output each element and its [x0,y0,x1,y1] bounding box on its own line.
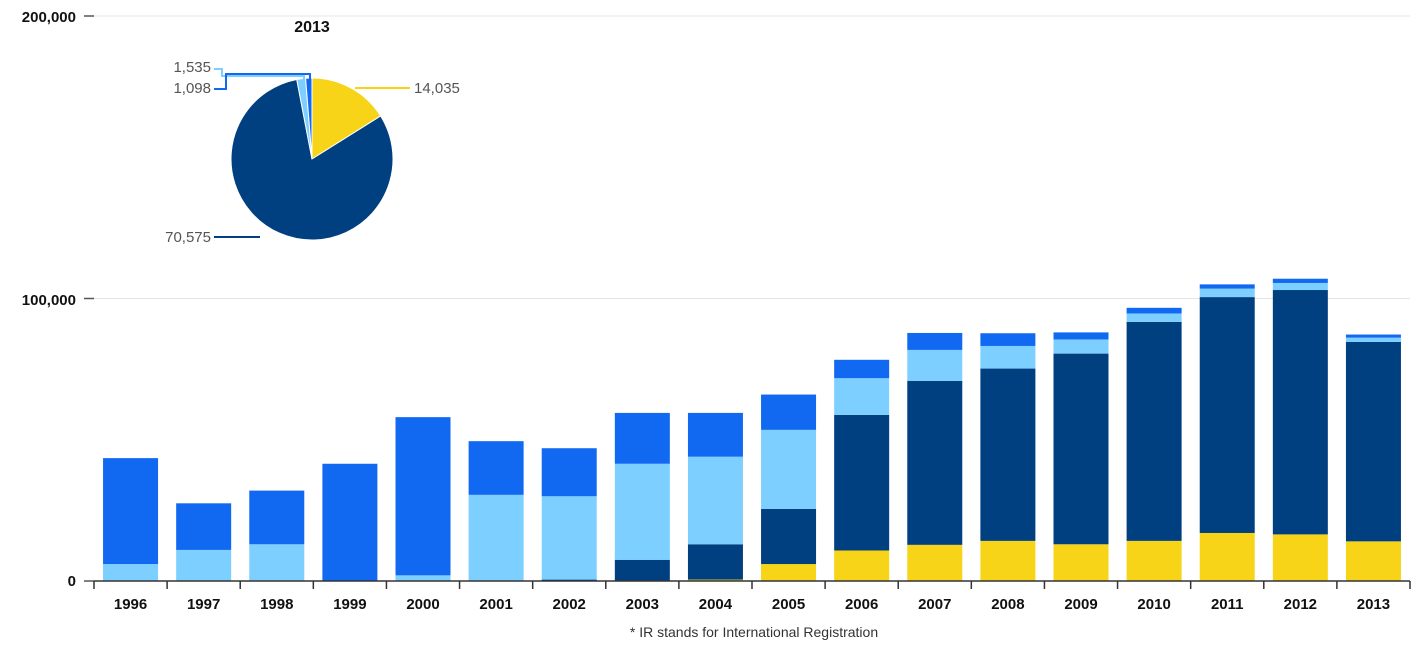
x-tick-label: 2006 [845,596,878,613]
gridlines [84,15,1410,582]
x-tick-label: 2013 [1357,596,1390,613]
bar-segment [1199,297,1255,533]
x-axis-ticks [93,581,1411,589]
bar-segment [1345,334,1401,338]
pie-label-blue: 1,098 [173,80,211,97]
bar-segment [103,564,159,581]
bar-segment [249,544,305,581]
bar-segment [176,503,232,550]
bar-segment [614,463,670,560]
pie-slice [230,78,394,241]
bar-segment [176,549,232,581]
bar-segment [761,508,817,565]
y-tick-label: 0 [68,573,76,590]
x-tick-label: 1996 [114,596,147,613]
bar-segment [1345,337,1401,342]
x-tick-label: 2009 [1064,596,1097,613]
x-tick-label: 1997 [187,596,220,613]
bar-segment [1126,540,1182,581]
bar-segment [1345,341,1401,542]
x-tick-label: 2003 [626,596,659,613]
y-axis-ticks: 0 100,000 200,000 [22,9,76,590]
x-tick-label: 2001 [479,596,512,613]
bar-segment [980,345,1036,369]
bar-segment [395,575,451,581]
bar-segment [907,332,963,350]
bar-series-group [103,278,1401,581]
bar-segment [322,463,378,581]
x-tick-label: 2012 [1284,596,1317,613]
x-tick-label: 2004 [699,596,733,613]
bar-segment [541,496,597,580]
x-tick-label: 2005 [772,596,805,613]
x-tick-label: 1998 [260,596,293,613]
bar-segment [614,559,670,581]
pie-title: 2013 [294,19,330,36]
y-tick-label: 200,000 [22,9,76,26]
bar-segment [834,550,890,581]
bar-segment [980,333,1036,346]
pie-chart: 2013 14,035 70,575 1,535 1,098 [165,19,460,246]
x-tick-label: 2007 [918,596,951,613]
bar-segment [1053,353,1109,545]
x-tick-label: 2000 [406,596,439,613]
bar-segment [103,458,159,565]
bar-segment [834,414,890,551]
bar-segment [1126,307,1182,314]
chart-footnote: * IR stands for International Registrati… [630,624,878,640]
bar-segment [834,359,890,379]
x-tick-label: 2002 [553,596,586,613]
pie-slice [305,77,313,160]
bar-segment [1199,288,1255,298]
bar-segment [1053,332,1109,340]
bar-segment [395,417,451,576]
bar-segment [249,490,305,545]
bar-segment [687,456,743,545]
bar-segment [1199,532,1255,581]
bar-segment [614,412,670,464]
bar-segment [1272,290,1328,535]
bar-segment [907,349,963,381]
bar-segment [1053,339,1109,354]
bar-segment [1126,313,1182,322]
bar-segment [980,540,1036,581]
x-tick-label: 1999 [333,596,366,613]
pie-label-navy: 70,575 [165,229,211,246]
bar-segment [1272,282,1328,291]
bar-segment [1126,321,1182,541]
bar-segment [761,394,817,430]
bar-segment [687,412,743,457]
bar-segment [541,448,597,497]
pie-label-lightblue: 1,535 [173,59,211,76]
pie-slices [230,77,394,241]
pie-slice [311,77,382,160]
bar-segment [907,544,963,581]
x-axis-labels: 1996 1997 1998 1999 2000 2001 2002 2003 2004 2005… [114,596,1390,613]
bar-segment [1199,284,1255,289]
x-tick-label: 2010 [1137,596,1170,613]
bar-segment [980,368,1036,541]
bar-segment [1272,278,1328,283]
bar-segment [687,544,743,580]
bar-segment [761,564,817,581]
bar-segment [1053,544,1109,581]
y-tick-label: 100,000 [22,292,76,309]
pie-leader-line-blue [214,73,311,90]
pie-leader-line-lightblue [214,68,305,80]
x-tick-label: 2011 [1211,596,1244,613]
bar-segment [468,494,524,581]
x-tick-label: 2008 [991,596,1024,613]
bar-segment [468,441,524,495]
bar-segment [1345,541,1401,581]
bar-segment [761,429,817,509]
bar-segment [907,380,963,545]
pie-label-yellow: 14,035 [414,80,460,97]
bar-segment [834,378,890,415]
bar-segment [1272,534,1328,581]
